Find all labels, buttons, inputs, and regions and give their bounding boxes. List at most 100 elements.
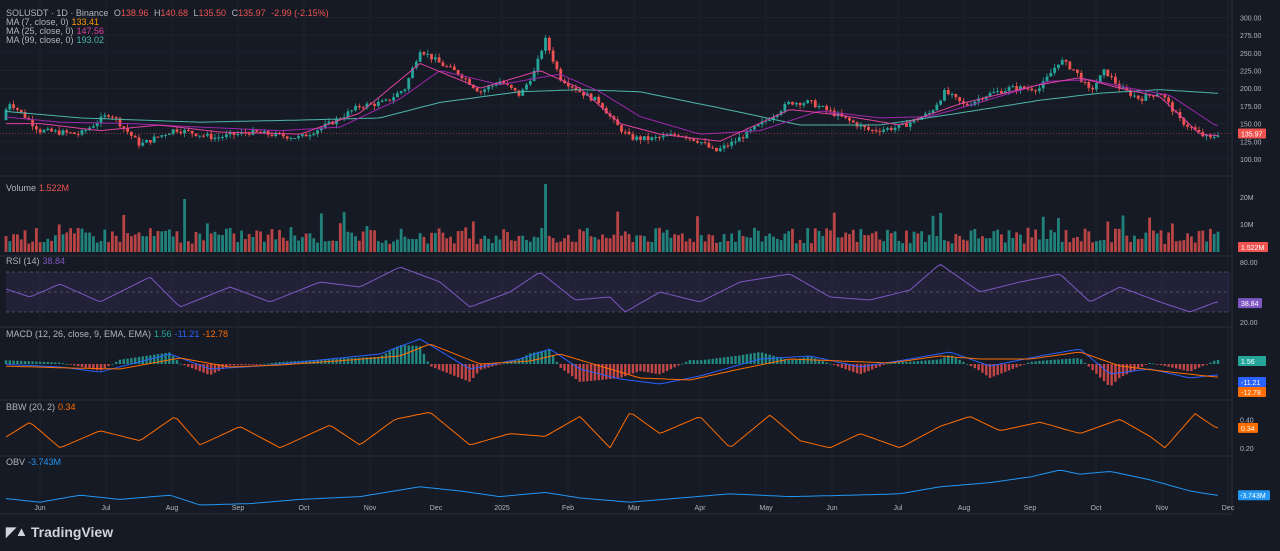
tradingview-brand[interactable]: ◤▲ TradingView [6,524,113,540]
macd-histogram-bar [274,362,277,364]
macd-histogram-bar [833,364,836,366]
volume-bar [205,223,209,252]
candle-body [734,141,737,143]
macd-histogram-bar [1049,360,1053,364]
macd-legend[interactable]: MACD (12, 26, close, 9, EMA, EMA) 1.56 -11… [6,329,231,340]
volume-bar [418,233,422,252]
macd-histogram-bar [164,352,167,364]
price-tick-label: 225.00 [1240,69,1262,76]
candle-body [931,110,935,114]
price-tick-label: 275.00 [1240,33,1262,40]
candle-body [924,113,927,117]
macd-histogram-bar [460,364,464,379]
volume-bar [749,237,753,252]
volume-legend[interactable]: Volume 1.522M [6,183,72,194]
time-tick-label: Nov [1156,505,1169,512]
volume-bar [889,233,893,252]
volume-bar [483,235,487,252]
candle-body [927,113,931,115]
macd-histogram-bar [1061,359,1064,364]
macd-histogram-bar [639,364,642,372]
candle-body [205,133,209,136]
candle-body [756,124,760,127]
macd-histogram-bar [635,364,638,373]
volume-bar [91,236,95,252]
candle-body [137,137,141,146]
volume-bar [1136,239,1140,252]
candle-body [1064,59,1068,62]
macd-histogram-bar [840,364,844,368]
candle-body [1015,86,1019,91]
symbol-label[interactable]: SOLUSDT · 1D · Binance [6,8,109,18]
obv-legend[interactable]: OBV -3.743M [6,457,64,468]
time-tick-label: Aug [958,505,971,512]
ma7-legend[interactable]: MA (7, close, 0) 133.41 [6,17,102,28]
volume-bar [992,231,996,252]
volume-bar [696,216,699,252]
macd-histogram-bar [825,362,828,364]
candle-body [718,148,722,152]
bbw-label: BBW (20, 2) [6,402,56,412]
bbw-legend[interactable]: BBW (20, 2) 0.34 [6,402,79,413]
volume-bar [129,236,133,252]
volume-bar [859,229,863,252]
volume-bar [502,229,506,252]
candle-body [730,141,734,146]
macd-histogram-bar [122,359,125,364]
ma99-legend[interactable]: MA (99, close, 0) 193.02 [6,35,107,46]
volume-bar [384,240,388,252]
macd-histogram-bar [1057,359,1060,364]
volume-bar [126,233,129,252]
macd-histogram-bar [848,364,851,371]
volume-bar [825,228,829,252]
macd-histogram-bar [863,364,866,373]
candle-body [783,103,787,112]
price-tick-label: 125.00 [1240,139,1262,146]
candle-body [1049,72,1053,77]
macd-histogram-bar [1118,364,1121,379]
candle-body [532,70,536,82]
volume-bar [787,231,791,252]
macd-histogram-bar [350,357,353,364]
candle-body [502,81,506,84]
macd-histogram-bar [1042,360,1045,364]
macd-histogram-bar [532,352,536,364]
ma25-legend[interactable]: MA (25, close, 0) 147.56 [6,26,107,37]
rsi-legend[interactable]: RSI (14) 38.84 [6,256,68,267]
ma99-line [5,89,1219,126]
time-tick-label: Oct [299,505,310,512]
volume-bar [118,241,122,252]
volume-bar [4,236,8,252]
macd-histogram-bar [384,353,388,364]
candle-body [954,93,958,98]
last-price-badge [1238,128,1266,139]
macd-histogram-bar [665,364,669,371]
candle-body [1087,82,1091,88]
candle-body [699,142,703,144]
candle-body [669,134,673,136]
volume-bar [209,233,213,252]
candle-body [1060,59,1064,65]
candle-body [908,122,912,127]
low-label: L [193,8,199,18]
candle-body [946,89,950,95]
candle-body [354,105,357,111]
candle-body [517,90,521,96]
volume-bar [563,238,566,252]
volume-bar [1087,231,1091,252]
volume-bar [768,233,772,252]
macd-histogram-bar [586,364,589,382]
candle-body [445,66,449,68]
macd-histogram-bar [608,364,612,379]
macd-histogram-bar [555,361,559,364]
volume-bar [783,233,787,252]
candle-body [34,126,38,130]
time-tick-label: Nov [364,505,377,512]
macd-histogram-bar [244,364,247,365]
candle-body [126,127,129,132]
macd-histogram-bar [1205,364,1208,365]
volume-bar [430,232,433,252]
volume-bar [137,232,141,252]
